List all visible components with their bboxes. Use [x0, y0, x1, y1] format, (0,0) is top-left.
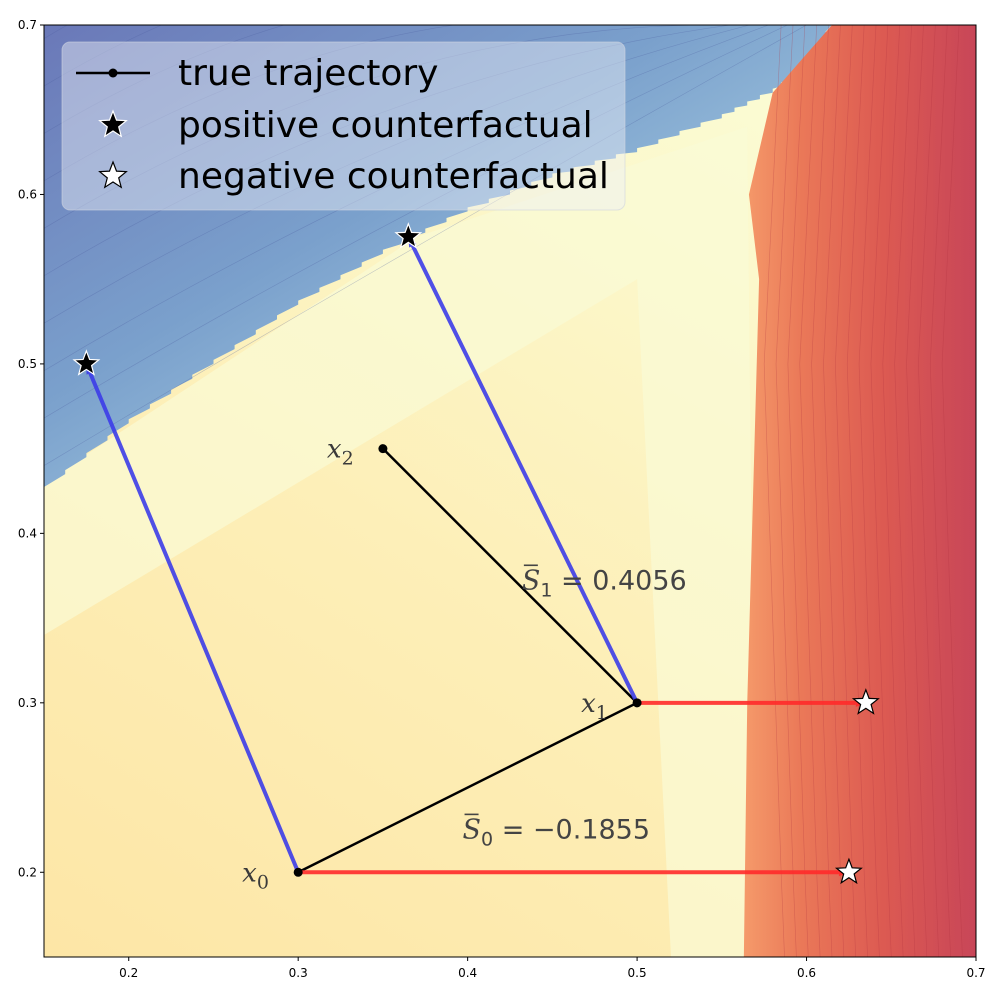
blue-contour-line [44, 25, 731, 277]
point-label-1: x1 [581, 689, 608, 724]
x-axis: 0.2 0.3 0.4 0.5 0.6 0.7 [119, 957, 986, 980]
positive-star-1 [394, 222, 423, 249]
blue-contour-line [597, 25, 598, 26]
markers-layer [72, 222, 880, 885]
annotation-base: S [522, 565, 541, 596]
negative-star-0 [834, 857, 863, 885]
y-tick-label-2: 0.4 [18, 526, 37, 540]
red-contour-line [775, 25, 797, 957]
x-tick-label-0: 0.2 [119, 966, 138, 980]
x-tick-label-1: 0.3 [289, 966, 308, 980]
red-contour-line [787, 25, 809, 957]
point-label-0: x0 [242, 858, 269, 893]
score-annotation-0: S0 = −0.1855 [463, 814, 650, 850]
legend-positive-star-icon [98, 109, 128, 138]
blue-region [44, 25, 832, 491]
point-label-subscript: 1 [596, 702, 608, 724]
plot-frame [43, 24, 977, 958]
red-contour-line [811, 25, 833, 957]
red-contour-line [799, 25, 821, 957]
point-label-base: x [242, 858, 257, 888]
x-tick-label-4: 0.6 [797, 966, 816, 980]
y-tick-label-3: 0.5 [18, 357, 37, 371]
red-contour-line [835, 25, 856, 957]
x-tick-label-5: 0.7 [966, 966, 985, 980]
point-label-base: x [581, 689, 596, 719]
red-contour-line [763, 25, 785, 957]
legend-label-0: true trajectory [178, 53, 439, 94]
red-region [743, 25, 976, 957]
positive-arrow-0-shaft [88, 372, 301, 874]
x-tick-label-2: 0.4 [458, 966, 477, 980]
red-contour-line [870, 25, 892, 957]
positive-star-0 [72, 349, 101, 376]
blue-contour-line [44, 25, 655, 87]
point-label-base: x [327, 435, 342, 465]
blue-contour-line [616, 25, 617, 26]
legend-negative-star-icon [98, 160, 128, 189]
y-tick-label-5: 0.7 [18, 18, 37, 32]
y-tick-label-0: 0.2 [18, 865, 37, 879]
blue-contour-line [559, 25, 560, 26]
annotation-value: = −0.1855 [493, 814, 650, 845]
legend: true trajectory positive counterfactual ne… [61, 41, 626, 211]
red-contour-line [918, 25, 940, 957]
point-label-2: x2 [327, 435, 354, 470]
blue-contour-line [44, 25, 807, 466]
annotation-subscript: 0 [481, 828, 493, 850]
y-tick-label-1: 0.3 [18, 696, 37, 710]
red-contour-line [823, 25, 845, 957]
annotation-value: = 0.4056 [552, 565, 686, 596]
score-annotation-1: S1 = 0.4056 [522, 565, 687, 601]
y-tick-label-4: 0.6 [18, 187, 37, 201]
trajectory-point-0 [293, 867, 303, 877]
legend-box [61, 41, 626, 211]
negative-star-1 [851, 688, 880, 715]
trajectory-point-1 [632, 698, 642, 708]
trajectory-point-2 [378, 444, 388, 454]
annotation-subscript: 1 [540, 579, 552, 601]
red-contour-line [929, 25, 951, 957]
contour-background [44, 25, 976, 957]
blue-contour-line [578, 25, 579, 26]
legend-label-1: positive counterfactual [178, 105, 593, 146]
blue-contour-line [44, 25, 750, 324]
y-axis: 0.2 0.3 0.4 0.5 0.6 0.7 [18, 18, 44, 879]
positive-arrow-1-shaft [410, 244, 639, 704]
blue-contour-line [44, 25, 712, 229]
legend-dot-icon [108, 68, 118, 78]
red-contour-line [906, 25, 928, 957]
blue-contour-line [44, 25, 788, 419]
red-contour-line [894, 25, 916, 957]
blue-contour-line [44, 25, 693, 182]
blue-contour-line [44, 25, 674, 134]
red-contour-line [858, 25, 880, 957]
legend-label-2: negative counterfactual [178, 156, 609, 197]
point-label-subscript: 2 [342, 448, 354, 470]
annotation-base: S [463, 814, 482, 845]
point-label-subscript: 0 [257, 871, 269, 893]
x-tick-label-3: 0.5 [628, 966, 647, 980]
red-contour-line [846, 25, 868, 957]
red-contour-line [882, 25, 904, 957]
red-contour-line [941, 25, 963, 957]
blue-contour-line [44, 25, 769, 371]
